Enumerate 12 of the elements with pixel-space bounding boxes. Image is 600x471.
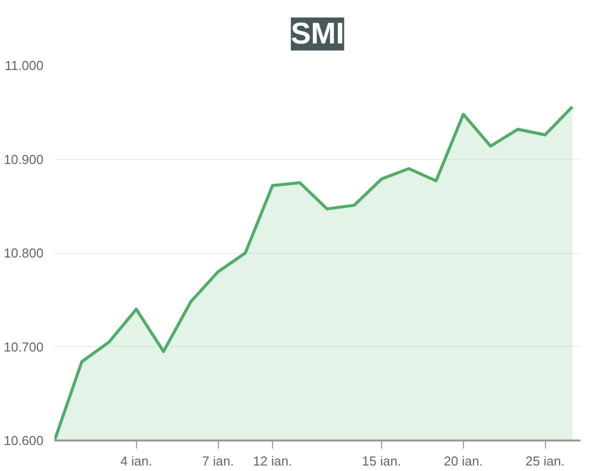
y-tick-label: 10.900 [4, 152, 44, 167]
x-tick-label: 15 ian. [362, 454, 402, 468]
x-tick-label: 25 ian. [526, 454, 565, 468]
y-tick-label: 10.700 [4, 339, 44, 354]
y-tick-label: 11.000 [4, 58, 44, 73]
x-tick-label: 7 ian. [202, 454, 234, 468]
x-tick-label: 20 ian. [444, 454, 483, 468]
chart-title: SMI [290, 18, 344, 50]
x-tick-label: 12 ian. [253, 454, 292, 468]
y-tick-label: 10.600 [4, 433, 44, 448]
x-tick-label: 4 ian. [120, 454, 152, 468]
y-tick-label: 10.800 [4, 246, 44, 260]
